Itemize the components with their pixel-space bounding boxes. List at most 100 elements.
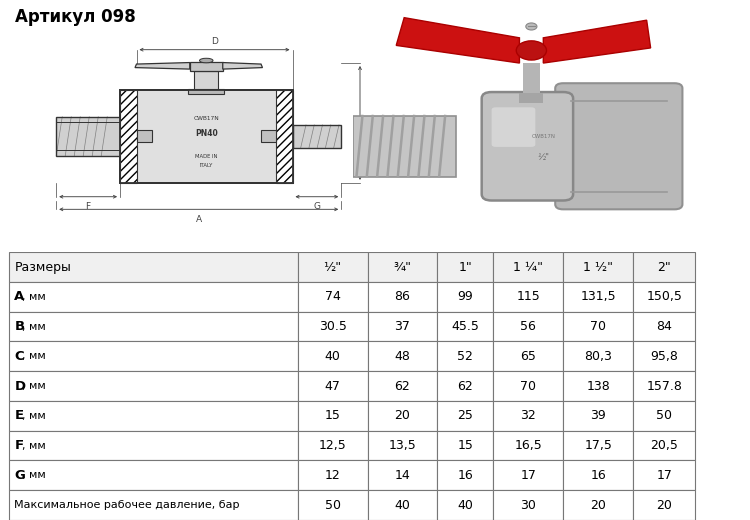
Text: , мм: , мм	[22, 411, 46, 421]
Text: 16,5: 16,5	[514, 439, 542, 452]
Circle shape	[200, 58, 213, 63]
Text: 14: 14	[394, 469, 410, 482]
Text: F: F	[14, 439, 23, 452]
Bar	[633, 342, 695, 371]
Text: 62: 62	[394, 380, 410, 393]
Bar	[633, 371, 695, 401]
Bar	[494, 311, 563, 342]
Bar	[292, 125, 341, 148]
Text: D: D	[14, 380, 26, 393]
Text: 17: 17	[520, 469, 536, 482]
Text: 1": 1"	[458, 261, 472, 274]
Bar	[298, 490, 368, 520]
Bar	[298, 282, 368, 311]
Text: 39: 39	[590, 409, 606, 422]
Bar	[368, 342, 437, 371]
Text: 1 ½": 1 ½"	[583, 261, 613, 274]
Bar	[633, 461, 695, 490]
Text: 95,8: 95,8	[650, 350, 678, 363]
Bar	[494, 282, 563, 311]
Bar	[563, 371, 633, 401]
Text: , мм: , мм	[22, 352, 46, 361]
Text: B: B	[14, 320, 24, 333]
Text: 80,3: 80,3	[584, 350, 612, 363]
Bar	[437, 252, 494, 282]
Bar	[298, 311, 368, 342]
Bar	[520, 93, 543, 103]
Text: CWB17N: CWB17N	[194, 116, 219, 121]
Text: 56: 56	[520, 320, 536, 333]
Bar	[9, 282, 298, 311]
Text: 62: 62	[458, 380, 473, 393]
Text: 30: 30	[520, 499, 536, 512]
Bar	[368, 401, 437, 431]
Text: 13,5: 13,5	[388, 439, 416, 452]
Bar	[368, 431, 437, 461]
Bar	[9, 401, 298, 431]
Bar	[368, 490, 437, 520]
Text: 99: 99	[458, 290, 473, 303]
Text: , мм: , мм	[22, 471, 46, 480]
Text: 17: 17	[656, 469, 672, 482]
Text: F: F	[86, 202, 91, 211]
Bar	[298, 461, 368, 490]
Bar	[563, 282, 633, 311]
Text: 40: 40	[394, 499, 410, 512]
Text: G: G	[14, 469, 26, 482]
Bar	[563, 461, 633, 490]
Text: 50: 50	[325, 499, 340, 512]
Bar	[563, 342, 633, 371]
Text: 20: 20	[656, 499, 672, 512]
Text: 48: 48	[394, 350, 410, 363]
Polygon shape	[135, 62, 190, 69]
Text: E: E	[14, 409, 23, 422]
Bar	[276, 89, 292, 183]
Text: 15: 15	[458, 439, 473, 452]
Text: 84: 84	[656, 320, 672, 333]
Text: 150,5: 150,5	[646, 290, 682, 303]
Bar	[120, 89, 292, 183]
Bar	[120, 89, 136, 183]
Bar	[494, 461, 563, 490]
Bar	[368, 461, 437, 490]
Text: 40: 40	[325, 350, 340, 363]
Bar	[56, 116, 120, 155]
Bar	[368, 371, 437, 401]
Text: , мм: , мм	[22, 321, 46, 332]
Text: A: A	[196, 215, 202, 224]
Bar	[261, 130, 276, 142]
Text: 45.5: 45.5	[452, 320, 479, 333]
Bar	[352, 116, 456, 176]
Text: Размеры: Размеры	[14, 261, 71, 274]
Text: 12: 12	[325, 469, 340, 482]
Bar	[494, 431, 563, 461]
Text: 2": 2"	[657, 261, 671, 274]
Bar	[368, 282, 437, 311]
Text: 12,5: 12,5	[319, 439, 346, 452]
FancyBboxPatch shape	[555, 83, 682, 210]
Text: 30.5: 30.5	[319, 320, 346, 333]
FancyBboxPatch shape	[482, 92, 573, 201]
Bar	[437, 371, 494, 401]
Bar	[437, 342, 494, 371]
Text: 32: 32	[520, 409, 536, 422]
Text: C: C	[371, 119, 377, 127]
Bar	[437, 311, 494, 342]
Bar	[437, 282, 494, 311]
Text: ¾": ¾"	[393, 261, 411, 274]
Bar	[523, 63, 540, 98]
Bar	[188, 88, 224, 94]
Bar	[494, 490, 563, 520]
Text: 40: 40	[458, 499, 473, 512]
Text: 86: 86	[394, 290, 410, 303]
Bar	[563, 311, 633, 342]
Bar	[120, 89, 136, 183]
Text: A: A	[14, 290, 25, 303]
Bar	[9, 490, 298, 520]
Bar	[298, 252, 368, 282]
Bar	[136, 130, 152, 142]
Bar	[9, 431, 298, 461]
Text: 16: 16	[590, 469, 606, 482]
Text: 50: 50	[656, 409, 672, 422]
Text: ITALY: ITALY	[200, 163, 213, 167]
